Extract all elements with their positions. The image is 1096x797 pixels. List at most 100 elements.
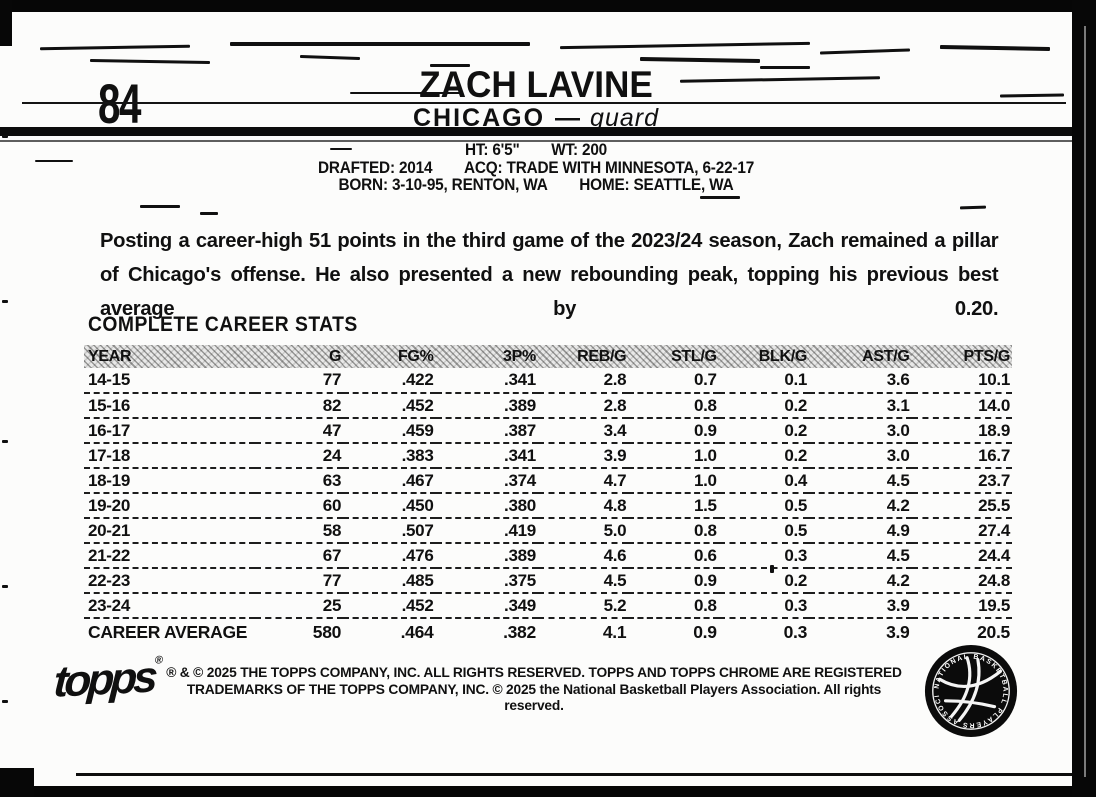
stat-cell: 3.9: [886, 622, 910, 642]
col-year: YEAR: [88, 347, 132, 365]
stats-row: 17-18 24.383.341 3.9 1.0 0.2 3.0 16.7: [84, 443, 1012, 469]
stat-cell: 4.5: [537, 568, 629, 594]
stat-cell: 58: [254, 518, 344, 544]
bio-line-born-home: BORN: 3-10-95, RENTON, WA HOME: SEATTLE, …: [38, 176, 1035, 195]
stat-cell: CAREER AVERAGE: [88, 622, 248, 642]
stat-cell: 4.7: [537, 468, 629, 494]
stat-cell: 15-16: [84, 393, 255, 419]
stat-cell: .374: [435, 468, 538, 494]
stat-cell: 10.1: [911, 368, 1012, 394]
stat-cell: .452: [343, 593, 436, 619]
stat-cell: 23.7: [911, 468, 1012, 494]
stat-cell: 0.5: [718, 518, 810, 544]
stat-cell: 580: [312, 622, 342, 642]
noise-mark: [2, 440, 8, 443]
stat-cell: .507: [343, 518, 436, 544]
stat-cell: 4.1: [602, 622, 627, 642]
noise-mark: [2, 300, 8, 303]
stats-row: 14-15 77.422.341 2.8 0.7 0.1 3.6 10.1: [84, 368, 1012, 394]
header-rule: [22, 102, 1066, 104]
stat-cell: 4.2: [809, 568, 912, 594]
stat-cell: .389: [435, 543, 538, 569]
header-divider-bar: [0, 127, 1072, 136]
stat-cell: .382: [503, 622, 536, 642]
stat-cell: .485: [343, 568, 436, 594]
stat-cell: 24: [254, 443, 344, 469]
copyright-line-1: ® & © 2025 THE TOPPS COMPANY, INC. ALL R…: [166, 665, 902, 681]
stat-cell: 4.2: [809, 493, 912, 519]
bio-top-rule: [0, 140, 1072, 142]
stat-cell: 24.8: [911, 568, 1012, 594]
stats-title: COMPLETE CAREER STATS: [88, 313, 358, 336]
copyright-line-2: TRADEMARKS OF THE TOPPS COMPANY, INC. © …: [186, 681, 882, 715]
topps-logo-text: topps: [52, 652, 156, 707]
stat-cell: 0.8: [628, 593, 719, 619]
stat-cell: 14-15: [84, 368, 255, 394]
bio-line-ht-wt: HT: 6'5" WT: 200: [38, 141, 1035, 160]
stat-cell: .467: [343, 468, 436, 494]
stat-cell: 3.9: [809, 593, 912, 619]
stat-cell: 4.6: [537, 543, 629, 569]
stat-cell: 77: [254, 368, 344, 394]
stat-cell: 3.0: [809, 443, 912, 469]
stat-cell: .419: [435, 518, 538, 544]
stat-cell: 4.9: [809, 518, 912, 544]
stat-cell: .387: [435, 418, 538, 444]
noise-mark: [2, 700, 8, 703]
stat-cell: 24.4: [911, 543, 1012, 569]
col-ast: AST/G: [862, 347, 910, 365]
stat-cell: 0.8: [628, 393, 719, 419]
stat-cell: .464: [400, 622, 434, 642]
stat-cell: .459: [343, 418, 436, 444]
stat-cell: 0.9: [628, 568, 719, 594]
stat-cell: 0.2: [718, 418, 810, 444]
bio-height: HT: 6'5": [464, 141, 520, 159]
stat-cell: 5.0: [537, 518, 629, 544]
noise-mark: [430, 64, 470, 67]
stat-cell: .452: [343, 393, 436, 419]
stats-header-row: YEAR G FG% 3P% REB/G STL/G BLK/G AST/G P…: [84, 345, 1012, 368]
stat-cell: 0.9: [693, 622, 717, 642]
stat-cell: .341: [435, 368, 538, 394]
bio-born: BORN: 3-10-95, RENTON, WA: [338, 176, 548, 194]
stat-cell: 19.5: [911, 593, 1012, 619]
stat-cell: 0.5: [718, 493, 810, 519]
stat-cell: 18.9: [911, 418, 1012, 444]
card-back: 84 ZACH LAVINE CHICAGO — guard HT: 6'5" WT:…: [0, 12, 1072, 786]
stat-cell: 20-21: [84, 518, 255, 544]
stat-cell: 1.5: [628, 493, 719, 519]
stat-cell: 0.3: [718, 593, 810, 619]
noise-mark: [330, 148, 352, 150]
stat-cell: 2.8: [537, 368, 629, 394]
career-stats-table: YEAR G FG% 3P% REB/G STL/G BLK/G AST/G P…: [84, 345, 1012, 646]
stats-row: 18-19 63.467.374 4.7 1.0 0.4 4.5 23.7: [84, 468, 1012, 494]
stat-cell: 3.4: [537, 418, 629, 444]
stat-cell: 4.8: [537, 493, 629, 519]
stat-cell: 3.9: [537, 443, 629, 469]
noise-mark: [140, 205, 180, 208]
noise-mark: [2, 135, 8, 138]
stat-cell: 16.7: [911, 443, 1012, 469]
stat-cell: 63: [254, 468, 344, 494]
stat-cell: 0.3: [783, 622, 808, 642]
stat-cell: 5.2: [537, 593, 629, 619]
stat-cell: 0.3: [718, 543, 810, 569]
bottom-rule: [76, 773, 1072, 776]
stat-cell: 1.0: [628, 468, 719, 494]
copyright-text: ® & © 2025 THE TOPPS COMPANY, INC. ALL R…: [162, 665, 907, 715]
stat-cell: 27.4: [911, 518, 1012, 544]
frame-top-left-patch: [0, 0, 12, 46]
bio-line-draft-acq: DRAFTED: 2014 ACQ: TRADE WITH MINNESOTA, …: [38, 159, 1035, 178]
stat-cell: 0.8: [628, 518, 719, 544]
stat-cell: 0.9: [628, 418, 719, 444]
career-highlight-text: Posting a career-high 51 points in the t…: [100, 229, 999, 320]
noise-mark: [770, 565, 774, 573]
noise-mark: [760, 66, 810, 69]
stat-cell: .422: [343, 368, 436, 394]
career-average-row: CAREER AVERAGE 580 .464 .382 4.1 0.9 0.3…: [84, 618, 1012, 646]
stat-cell: 2.8: [537, 393, 629, 419]
stat-cell: 47: [254, 418, 344, 444]
stats-row: 21-22 67.476.389 4.6 0.6 0.3 4.5 24.4: [84, 543, 1012, 569]
noise-mark: [2, 585, 8, 588]
stat-cell: .349: [435, 593, 538, 619]
